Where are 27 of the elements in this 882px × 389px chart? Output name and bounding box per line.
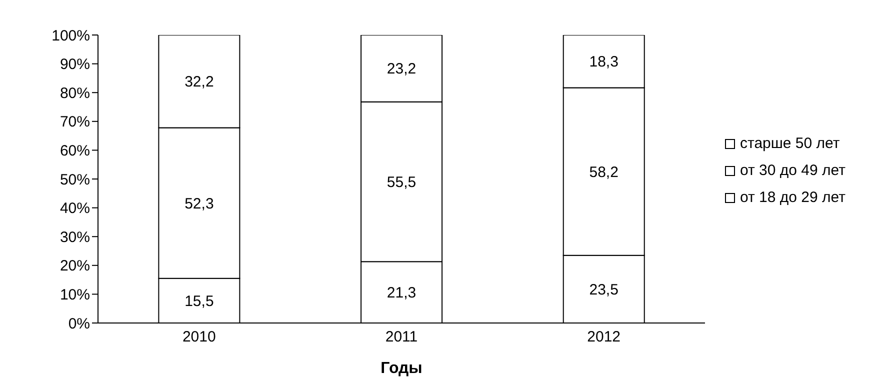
y-tick-label: 20% [60,258,90,275]
legend-label: от 30 до 49 лет [740,161,846,181]
x-tick-label: 2011 [385,328,418,346]
data-label: 15,5 [184,293,214,310]
data-label: 23,5 [589,281,618,298]
y-tick-label: 40% [60,200,90,218]
y-tick-label: 50% [60,171,90,188]
data-label: 55,5 [386,174,416,192]
data-label: 32,2 [184,74,214,91]
y-tick-label: 10% [60,286,90,304]
legend-label: старше 50 лет [740,134,840,154]
y-tick-label: 100% [52,27,90,44]
data-label: 52,3 [184,195,214,212]
legend-label: от 18 до 29 лет [740,188,846,208]
y-tick-label: 60% [60,142,90,160]
y-tick-label: 70% [60,114,90,131]
y-tick-label: 90% [60,56,90,74]
y-tick-label: 80% [60,84,90,102]
data-label: 21,3 [386,284,416,302]
x-tick-label: 2010 [182,328,216,346]
y-tick-label: 30% [60,228,90,246]
data-label: 58,2 [589,164,618,181]
data-label: 18,3 [589,54,618,71]
x-tick-label: 2012 [587,328,621,346]
y-tick-label: 0% [68,315,90,332]
x-axis-title: Годы [380,360,422,377]
data-label: 23,2 [386,60,416,78]
